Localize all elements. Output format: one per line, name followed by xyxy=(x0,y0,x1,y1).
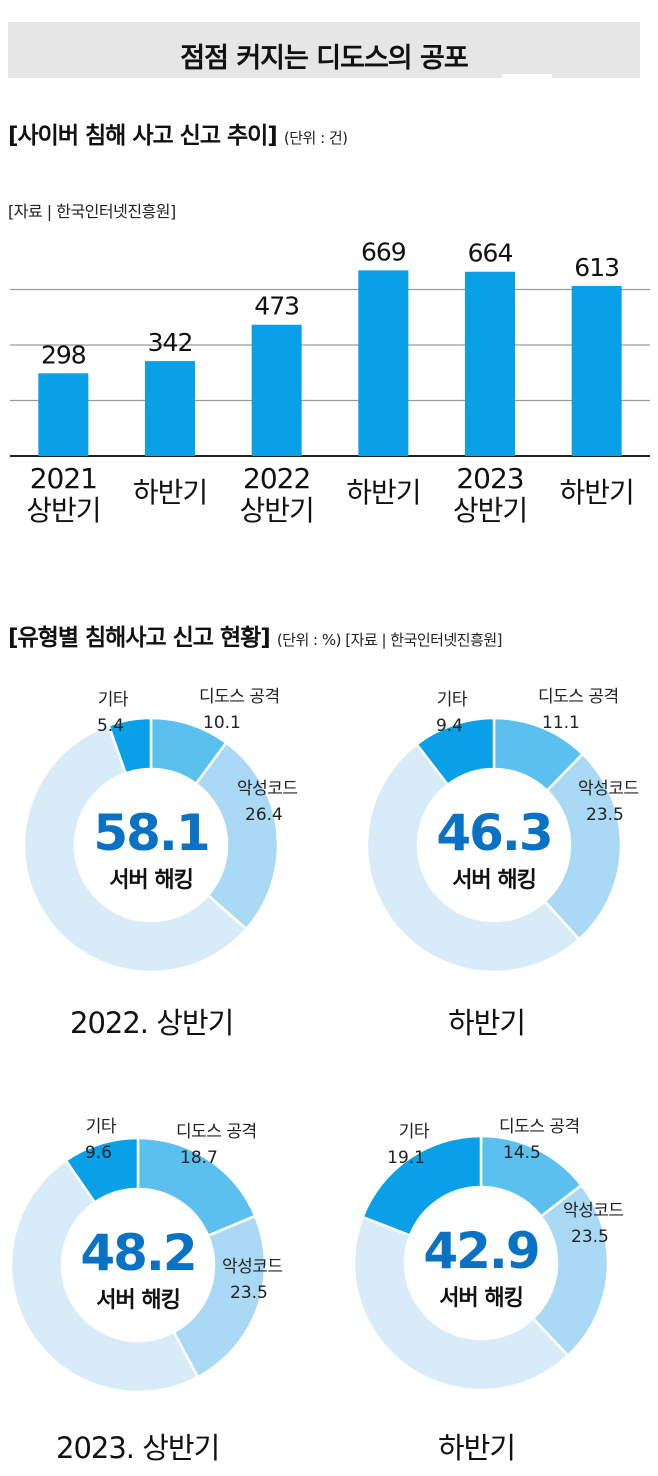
donut-center-value: 42.9 xyxy=(423,1222,538,1280)
types-unit-source: (단위 : %) [자료 | 한국인터넷진흥원] xyxy=(276,631,503,649)
donut-center-label: 서버 해킹 xyxy=(439,1286,523,1311)
donut-caption-2022-h1: 2022. 상반기 xyxy=(70,1006,234,1040)
donut-slice xyxy=(365,742,581,974)
slice-name-label: 기타 xyxy=(437,690,468,710)
bar xyxy=(465,271,515,456)
bar xyxy=(358,270,409,456)
types-section-title: [유형별 침해사고 신고 현황] (단위 : %) [자료 | 한국인터넷진흥원… xyxy=(8,618,503,652)
donut-slice xyxy=(149,716,229,786)
title-banner: 점점 커지는 디도스의 공포 xyxy=(8,22,640,78)
donut-chart: 기타 19.1 디도스 공격 14.5 악성코드 23.5 42.9 서버 해킹 xyxy=(352,1117,624,1392)
donut-chart: 기타 9.6 디도스 공격 18.7 악성코드 23.5 48.2 서버 해킹 xyxy=(9,1117,283,1394)
slice-value-label: 26.4 xyxy=(245,805,283,825)
donut-slice xyxy=(107,716,153,775)
donut-slice xyxy=(361,1134,483,1238)
bar xyxy=(251,324,302,456)
slice-value-label: 23.5 xyxy=(230,1283,268,1303)
donut-slice xyxy=(543,752,623,942)
category-tick-label: 하반기 xyxy=(346,476,420,509)
donut-center-label: 서버 해킹 xyxy=(452,868,536,893)
category-tick-label: 2023 xyxy=(456,462,523,495)
slice-name-label: 악성코드 xyxy=(578,779,639,799)
bar xyxy=(571,285,622,456)
slice-name-label: 디도스 공격 xyxy=(499,1117,580,1137)
donut-slice xyxy=(531,1183,610,1358)
donut-slice xyxy=(352,1215,570,1392)
donut-slice xyxy=(9,1158,200,1394)
category-tick-label: 2022 xyxy=(243,462,310,495)
donut-caption-2022-h2: 하반기 xyxy=(448,1006,526,1040)
donut-center-value: 48.2 xyxy=(80,1224,195,1282)
category-tick-label: 하반기 xyxy=(560,476,634,509)
bar-chart: 2982021상반기342하반기4732022상반기669하반기6642023상… xyxy=(10,237,650,527)
types-title: [유형별 침해사고 신고 현황] xyxy=(8,625,271,651)
category-tick-label: 상반기 xyxy=(26,494,100,527)
trend-unit: (단위 : 건) xyxy=(283,129,348,147)
slice-name-label: 기타 xyxy=(86,1117,117,1137)
bar xyxy=(38,373,89,456)
slice-value-label: 11.1 xyxy=(542,713,580,733)
slice-name-label: 기타 xyxy=(98,690,129,710)
donut-slice xyxy=(64,1136,140,1205)
trend-title: [사이버 침해 사고 신고 추이] xyxy=(8,123,278,149)
slice-value-label: 5.4 xyxy=(97,716,124,736)
slice-value-label: 19.1 xyxy=(387,1148,425,1168)
donut-center-value: 46.3 xyxy=(436,804,551,862)
trend-section-title: [사이버 침해 사고 신고 추이] (단위 : 건) xyxy=(8,116,348,150)
donut-slice xyxy=(172,1214,267,1379)
bar-value-label: 613 xyxy=(574,253,619,282)
slice-name-label: 기타 xyxy=(399,1122,430,1142)
slice-value-label: 10.1 xyxy=(203,713,241,733)
slice-value-label: 14.5 xyxy=(503,1143,541,1163)
donut-caption-2023-h2: 하반기 xyxy=(438,1431,516,1465)
slice-name-label: 악성코드 xyxy=(222,1257,283,1277)
slice-name-label: 악성코드 xyxy=(563,1201,624,1221)
category-tick-label: 상반기 xyxy=(240,494,314,527)
slice-name-label: 디도스 공격 xyxy=(176,1122,257,1142)
trend-source: [자료 | 한국인터넷진흥원] xyxy=(8,202,176,221)
slice-value-label: 18.7 xyxy=(180,1148,218,1168)
banner-notch xyxy=(502,74,552,78)
donut-caption-2023-h1: 2023. 상반기 xyxy=(56,1431,220,1465)
donut-slice xyxy=(414,716,496,787)
donut-center-label: 서버 해킹 xyxy=(96,1288,180,1313)
slice-value-label: 9.6 xyxy=(85,1143,112,1163)
bar-value-label: 664 xyxy=(468,239,513,268)
category-tick-label: 하반기 xyxy=(133,476,207,509)
donut-slice xyxy=(194,740,280,931)
bar-value-label: 298 xyxy=(41,340,86,369)
page-title: 점점 커지는 디도스의 공포 xyxy=(180,43,468,74)
slice-value-label: 23.5 xyxy=(586,805,624,825)
slice-name-label: 디도스 공격 xyxy=(199,687,280,707)
donut-slice xyxy=(136,1136,257,1238)
category-tick-label: 상반기 xyxy=(453,494,527,527)
slice-name-label: 악성코드 xyxy=(237,779,298,799)
bar-value-label: 473 xyxy=(254,292,299,321)
donut-center-label: 서버 해킹 xyxy=(109,868,193,893)
donut-chart: 기타 9.4 디도스 공격 11.1 악성코드 23.5 46.3 서버 해킹 xyxy=(365,687,639,974)
slice-value-label: 9.4 xyxy=(436,716,463,736)
slice-value-label: 23.5 xyxy=(571,1227,609,1247)
bar-value-label: 669 xyxy=(361,237,406,266)
donut-center-value: 58.1 xyxy=(93,804,208,862)
bar-value-label: 342 xyxy=(148,328,193,357)
category-tick-label: 2021 xyxy=(30,462,97,495)
donut-chart: 기타 5.4 디도스 공격 10.1 악성코드 26.4 58.1 서버 해킹 xyxy=(22,687,298,974)
slice-name-label: 디도스 공격 xyxy=(538,687,619,707)
bar xyxy=(145,361,195,456)
donut-slice xyxy=(22,723,249,974)
donut-slice xyxy=(479,1134,584,1219)
donut-slice xyxy=(492,716,585,793)
